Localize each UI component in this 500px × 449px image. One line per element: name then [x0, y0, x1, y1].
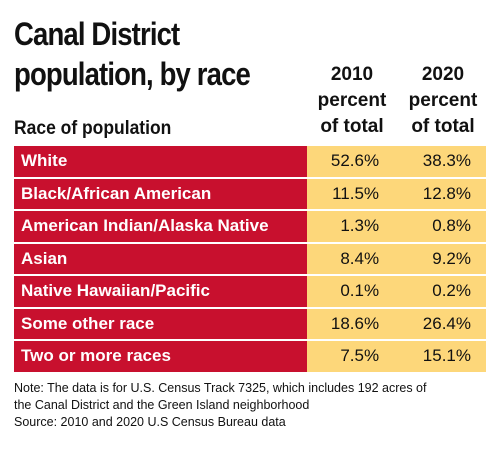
note-line-2: the Canal District and the Green Island …	[14, 398, 310, 412]
column-header-2010-line-1: 2010	[330, 64, 374, 85]
value-2010: 7.5%	[307, 340, 400, 372]
value-2020: 0.2%	[399, 275, 486, 309]
data-table: White 52.6% 38.3% Black/African American…	[14, 146, 486, 372]
row-label: Asian	[14, 242, 308, 276]
value-2010: 52.6%	[307, 146, 400, 179]
column-header-2010-line-3: of total	[320, 116, 384, 137]
table-row: Native Hawaiian/Pacific 0.1% 0.2%	[14, 275, 486, 309]
source-line: Source: 2010 and 2020 U.S Census Bureau …	[14, 415, 286, 429]
value-2010: 18.6%	[307, 307, 400, 341]
column-header-2020: 2020 percent of total	[398, 62, 488, 140]
table-row: White 52.6% 38.3%	[14, 146, 486, 179]
value-2020: 12.8%	[399, 177, 486, 211]
value-2010: 0.1%	[307, 275, 400, 309]
column-header-2020-line-2: percent	[408, 90, 478, 111]
value-2020: 9.2%	[399, 242, 486, 276]
row-header-label: Race of population	[14, 118, 172, 139]
chart-title: Canal District population, by race	[14, 14, 263, 94]
row-label: White	[14, 146, 308, 179]
value-2010: 11.5%	[307, 177, 400, 211]
chart-title-line-1: Canal District	[14, 16, 180, 52]
table-row: Asian 8.4% 9.2%	[14, 242, 486, 276]
table-row: Some other race 18.6% 26.4%	[14, 307, 486, 341]
value-2010: 8.4%	[307, 242, 400, 276]
column-header-2010: 2010 percent of total	[307, 62, 397, 140]
value-2020: 38.3%	[399, 146, 486, 179]
value-2020: 0.8%	[399, 210, 486, 244]
row-label: Native Hawaiian/Pacific	[14, 275, 308, 309]
value-2020: 15.1%	[399, 340, 486, 372]
note-line-1: Note: The data is for U.S. Census Track …	[14, 381, 427, 395]
footnote: Note: The data is for U.S. Census Track …	[14, 380, 494, 431]
value-2020: 26.4%	[399, 307, 486, 341]
row-label: Some other race	[14, 307, 308, 341]
value-2010: 1.3%	[307, 210, 400, 244]
column-header-2010-line-2: percent	[317, 90, 387, 111]
table-row: Two or more races 7.5% 15.1%	[14, 340, 486, 372]
row-label: Two or more races	[14, 340, 308, 372]
row-label: American Indian/Alaska Native	[14, 210, 308, 244]
column-header-2020-line-1: 2020	[421, 64, 465, 85]
row-label: Black/African American	[14, 177, 308, 211]
chart-title-line-2: population, by race	[14, 56, 251, 92]
table-row: American Indian/Alaska Native 1.3% 0.8%	[14, 210, 486, 244]
column-header-2020-line-3: of total	[411, 116, 475, 137]
table-row: Black/African American 11.5% 12.8%	[14, 177, 486, 211]
